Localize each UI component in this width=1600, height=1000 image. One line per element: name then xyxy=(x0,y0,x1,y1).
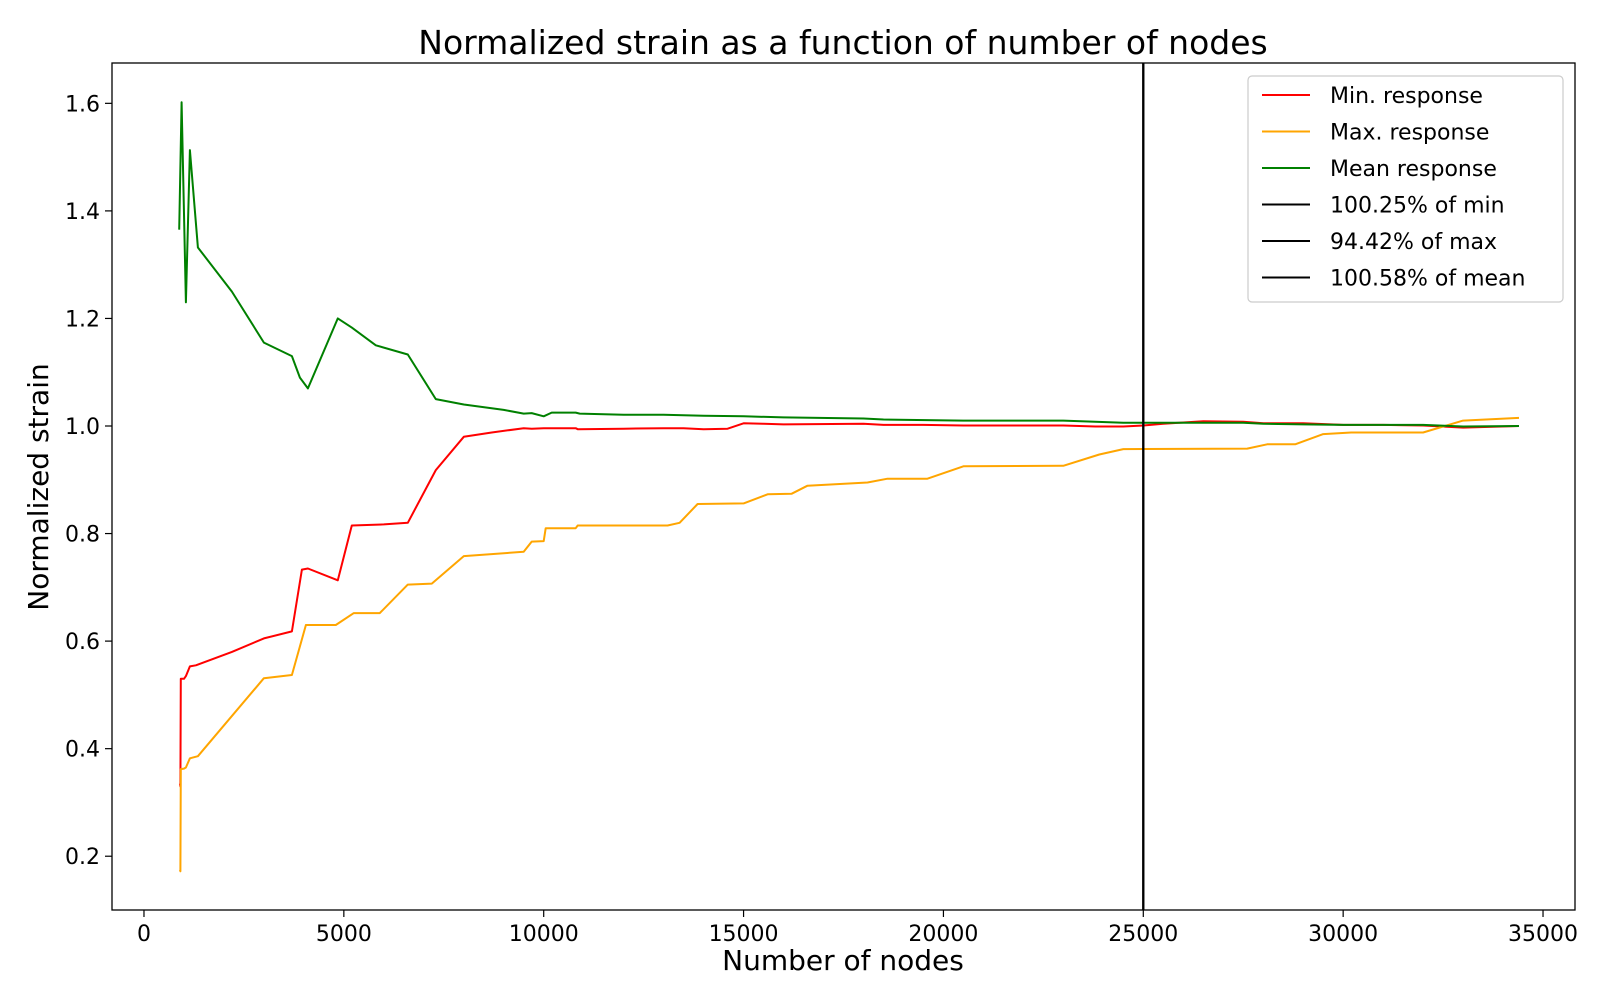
y-tick-label: 0.6 xyxy=(65,630,100,655)
series-line-max-response xyxy=(179,416,1520,873)
y-tick-label: 1.2 xyxy=(65,307,100,332)
plot-frame xyxy=(111,62,1576,911)
x-tick-label: 35000 xyxy=(1508,922,1578,947)
x-tick-label: 5000 xyxy=(316,922,372,947)
y-tick-label: 0.8 xyxy=(65,523,100,548)
legend-label: Mean response xyxy=(1330,157,1497,182)
x-tick-label: 0 xyxy=(137,922,151,947)
x-axis-label: Number of nodes xyxy=(722,944,964,977)
x-tick-label: 25000 xyxy=(1108,922,1178,947)
legend-label: 94.42% of max xyxy=(1330,230,1497,255)
y-tick-label: 1.0 xyxy=(65,415,100,440)
y-tick-label: 1.4 xyxy=(65,200,100,225)
legend-label: 100.58% of mean xyxy=(1330,267,1525,292)
legend-label: Max. response xyxy=(1330,121,1489,146)
legend-label: 100.25% of min xyxy=(1330,194,1505,219)
y-axis-label: Normalized strain xyxy=(22,363,55,610)
x-tick-label: 10000 xyxy=(509,922,579,947)
legend-label: Min. response xyxy=(1330,84,1483,109)
chart-title: Normalized strain as a function of numbe… xyxy=(418,23,1267,62)
series-line-mean-response xyxy=(178,101,1520,428)
y-tick-label: 0.2 xyxy=(65,845,100,870)
y-tick-label: 0.4 xyxy=(65,738,100,763)
legend: Min. response Max. response Mean response 1… xyxy=(1247,75,1564,303)
x-tick-label: 30000 xyxy=(1308,922,1378,947)
series-line-min-response xyxy=(179,420,1520,788)
axis-ticks: 0 5000 10000 15000 20000 25000 30000 35000 0.2 0.… xyxy=(65,92,1578,947)
legend-box xyxy=(1247,75,1564,303)
x-tick-label: 20000 xyxy=(908,922,978,947)
y-tick-label: 1.6 xyxy=(65,92,100,117)
series-layer xyxy=(178,101,1520,873)
x-tick-label: 15000 xyxy=(709,922,779,947)
